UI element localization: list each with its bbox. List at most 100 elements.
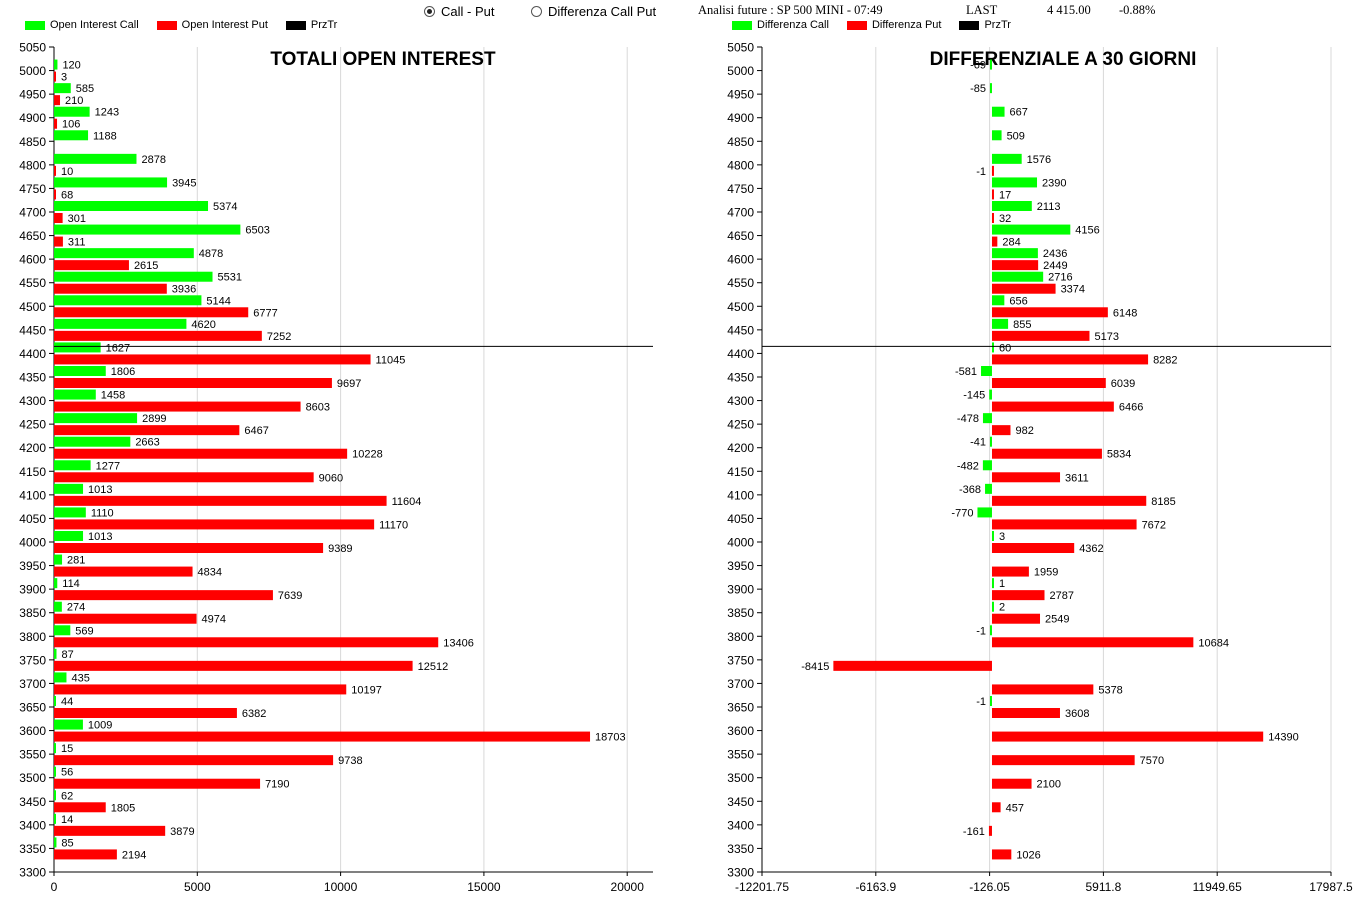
call-value-label: 2663 <box>135 437 159 449</box>
call-value-label: 2 <box>999 602 1005 614</box>
y-tick-label: 3850 <box>727 606 754 620</box>
y-tick-label: 4400 <box>727 347 754 361</box>
y-tick-label: 4500 <box>19 300 46 314</box>
legend-swatch-put <box>156 20 177 30</box>
put-value-label: 7672 <box>1142 519 1166 531</box>
put-value-label: 4834 <box>198 567 222 579</box>
call-value-label: 5531 <box>218 272 242 284</box>
radio-unselected-icon[interactable] <box>531 6 542 17</box>
y-tick-label: 3700 <box>19 677 46 691</box>
y-tick-label: 4150 <box>727 465 754 479</box>
put-bar <box>54 802 106 813</box>
call-value-label: 585 <box>76 83 94 95</box>
radio-selected-icon[interactable] <box>424 6 435 17</box>
y-tick-label: 4750 <box>727 182 754 196</box>
call-value-label: 4878 <box>199 248 223 260</box>
put-value-label: 9060 <box>319 472 343 484</box>
call-value-label: 667 <box>1010 107 1028 119</box>
call-bar <box>54 648 57 659</box>
y-tick-label: 3900 <box>727 583 754 597</box>
put-value-label: 2194 <box>122 849 146 861</box>
put-value-label: 6466 <box>1119 402 1143 414</box>
y-tick-label: 3450 <box>19 795 46 809</box>
y-tick-label: 4800 <box>19 158 46 172</box>
call-bar <box>991 295 1005 306</box>
put-bar <box>54 354 371 365</box>
y-tick-label: 4200 <box>19 441 46 455</box>
put-bar <box>991 519 1137 530</box>
put-bar <box>988 825 992 836</box>
put-bar <box>991 283 1056 294</box>
call-bar <box>985 483 992 494</box>
put-bar <box>991 566 1029 577</box>
call-bar <box>989 625 992 636</box>
call-value-label: 14 <box>61 814 73 826</box>
chart-title: DIFFERENZIALE A 30 GIORNI <box>930 49 1197 70</box>
put-value-label: 8603 <box>306 402 330 414</box>
put-bar <box>54 543 324 553</box>
put-value-label: 5378 <box>1098 684 1122 696</box>
call-bar <box>991 177 1038 188</box>
y-tick-label: 4300 <box>19 394 46 408</box>
put-value-label: 9389 <box>328 543 352 555</box>
x-tick-label: 5911.8 <box>1085 880 1121 894</box>
call-bar <box>989 389 992 400</box>
put-bar <box>54 260 129 271</box>
y-tick-label: 4800 <box>727 158 754 172</box>
y-tick-label: 3750 <box>19 653 46 667</box>
call-bar <box>991 531 994 541</box>
call-bar <box>54 83 71 94</box>
call-value-label: -770 <box>951 507 973 519</box>
put-bar <box>54 283 167 294</box>
call-value-label: 1576 <box>1027 154 1051 166</box>
y-tick-label: 4000 <box>19 536 46 550</box>
y-tick-label: 4350 <box>727 371 754 385</box>
put-bar <box>54 519 375 530</box>
put-bar <box>991 684 1094 695</box>
put-bar <box>991 613 1041 624</box>
call-value-label: 15 <box>61 743 73 755</box>
legend-item-przt: PrzTr <box>285 19 337 31</box>
x-tick-label: -6163.9 <box>855 880 896 894</box>
call-value-label: 120 <box>62 60 80 72</box>
y-tick-label: 5050 <box>19 41 46 55</box>
call-value-label: 5374 <box>213 201 237 213</box>
y-tick-label: 4650 <box>727 229 754 243</box>
call-value-label: 656 <box>1009 295 1027 307</box>
call-bar <box>54 201 209 211</box>
call-value-label: 1 <box>999 578 1005 590</box>
put-value-label: 10228 <box>352 449 383 461</box>
y-tick-label: 3900 <box>19 583 46 597</box>
radio-differenza-call-put[interactable]: Differenza Call Put <box>531 4 656 19</box>
put-bar <box>991 802 1001 813</box>
put-value-label: 8282 <box>1153 354 1177 366</box>
put-value-label: -1 <box>976 166 986 178</box>
call-bar <box>991 578 994 589</box>
y-tick-label: 3450 <box>727 795 754 809</box>
y-tick-label: 4950 <box>727 88 754 102</box>
y-tick-label: 4700 <box>727 206 754 220</box>
call-bar <box>54 106 90 117</box>
put-value-label: 2549 <box>1045 614 1069 626</box>
x-tick-label: -12201.75 <box>735 880 789 894</box>
y-tick-label: 4600 <box>727 253 754 267</box>
call-bar <box>982 460 992 471</box>
radio-call-put[interactable]: Call - Put <box>424 4 494 19</box>
call-bar <box>54 837 57 848</box>
put-bar <box>54 825 166 836</box>
call-value-label: 274 <box>67 602 85 614</box>
y-tick-label: 4150 <box>19 465 46 479</box>
call-value-label: 60 <box>999 342 1011 354</box>
call-bar <box>54 766 56 777</box>
call-value-label: 1013 <box>88 531 112 543</box>
call-bar <box>54 389 96 400</box>
put-bar <box>54 590 273 601</box>
y-tick-label: 4050 <box>727 512 754 526</box>
call-value-label: 87 <box>61 649 73 661</box>
call-bar <box>54 318 187 329</box>
y-tick-label: 3600 <box>19 724 46 738</box>
put-bar <box>991 354 1149 365</box>
call-bar <box>54 554 63 565</box>
put-bar <box>54 731 591 742</box>
chart-title: TOTALI OPEN INTEREST <box>270 49 496 70</box>
